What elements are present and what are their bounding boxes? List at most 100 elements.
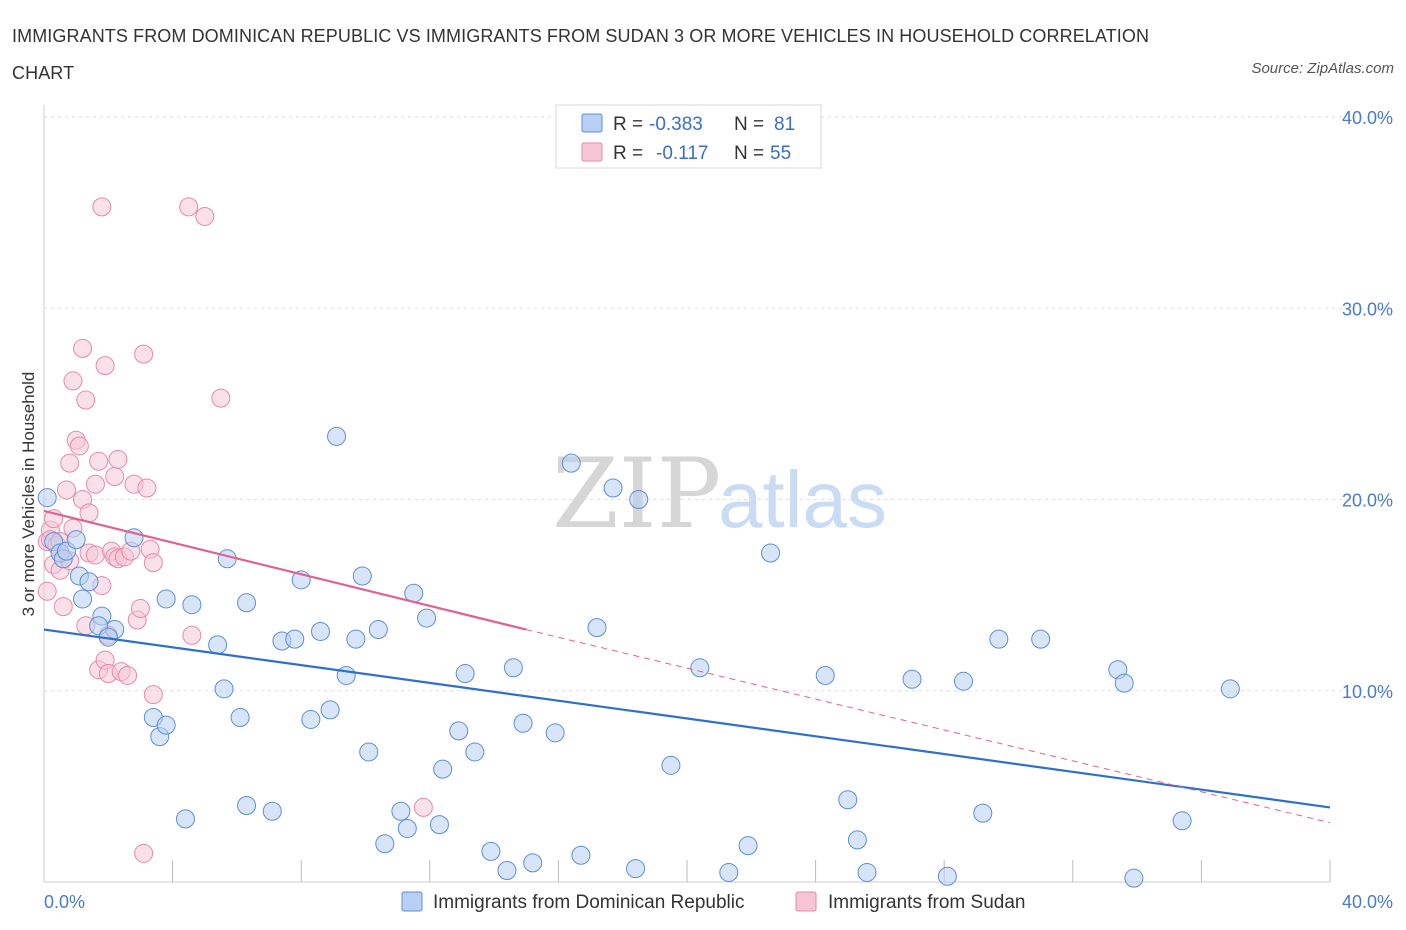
- legend-r-value-pink: -0.117: [656, 143, 708, 164]
- dominican-point: [156, 715, 176, 735]
- dominican-point: [1031, 629, 1051, 649]
- sudan-points: [37, 197, 433, 863]
- dominican-point: [953, 671, 973, 691]
- bottom-legend-label-pink: Immigrants from Sudan: [828, 892, 1025, 913]
- dominican-point: [989, 629, 1009, 649]
- dominican-point: [481, 841, 501, 861]
- legend-r-label-pink: R =: [613, 143, 643, 164]
- dominican-point: [208, 635, 228, 655]
- dominican-point: [182, 595, 202, 615]
- dominican-points: [37, 426, 1240, 888]
- dominican-point: [359, 742, 379, 762]
- sudan-point: [134, 843, 154, 863]
- dominican-point: [661, 755, 681, 775]
- dominican-point: [1124, 868, 1144, 888]
- dominican-point: [285, 629, 305, 649]
- sudan-point: [85, 474, 105, 494]
- dominican-point: [449, 721, 469, 741]
- dominican-point: [301, 709, 321, 729]
- dominican-point: [1220, 679, 1240, 699]
- sudan-point: [211, 388, 231, 408]
- dominican-point: [397, 818, 417, 838]
- legend-swatch-pink: [581, 142, 603, 162]
- dominican-point: [214, 679, 234, 699]
- dominican-point: [375, 834, 395, 854]
- dominican-point: [368, 620, 388, 640]
- dominican-point: [310, 621, 330, 641]
- dominican-point: [66, 530, 86, 550]
- dominican-point: [230, 708, 250, 728]
- sudan-point: [63, 371, 83, 391]
- dominican-point: [262, 801, 282, 821]
- sudan-point: [79, 503, 99, 523]
- dominican-point: [902, 669, 922, 689]
- sudan-point: [143, 553, 163, 573]
- sudan-point: [53, 597, 73, 617]
- dominican-point: [346, 629, 366, 649]
- dominican-point: [320, 700, 340, 720]
- dominican-point: [455, 664, 475, 684]
- legend-n-value-pink: 55: [770, 143, 791, 164]
- dominican-point: [626, 859, 646, 879]
- dominican-point: [237, 796, 257, 815]
- y-axis-label: 3 or more Vehicles in Household: [19, 372, 38, 617]
- dominican-point: [1114, 673, 1134, 693]
- dominican-point: [156, 589, 176, 609]
- dominican-point: [465, 742, 485, 762]
- y-tick-label: 40.0%: [1342, 108, 1393, 128]
- dominican-point: [429, 815, 449, 835]
- dominican-point: [513, 713, 533, 733]
- bottom-legend-swatch-pink: [795, 891, 817, 912]
- dominican-point: [847, 830, 867, 850]
- dominican-point: [561, 453, 581, 473]
- legend-r-value-blue: -0.383: [649, 114, 703, 135]
- sudan-point: [105, 467, 125, 487]
- sudan-point: [92, 197, 112, 217]
- sudan-point: [73, 338, 93, 358]
- dominican-point: [217, 549, 237, 569]
- sudan-point: [89, 451, 109, 471]
- dominican-point: [175, 809, 195, 829]
- source-label: Source: ZipAtlas.com: [1251, 60, 1394, 77]
- x-tick-label-min: 0.0%: [44, 892, 85, 912]
- sudan-point: [76, 390, 96, 410]
- dominican-point: [815, 665, 835, 685]
- chart-title: IMMIGRANTS FROM DOMINICAN REPUBLIC VS IM…: [12, 26, 1150, 83]
- dominican-point: [37, 488, 57, 508]
- series-legend: Immigrants from Dominican Republic Immig…: [401, 891, 1025, 913]
- sudan-point: [179, 197, 199, 217]
- x-tick-label-max: 40.0%: [1342, 892, 1393, 912]
- dominican-trend-line: [43, 628, 1331, 809]
- dominican-point: [587, 618, 607, 638]
- sudan-point: [95, 356, 115, 376]
- dominican-point: [719, 862, 739, 882]
- dominican-point: [433, 759, 453, 779]
- y-tick-label: 10.0%: [1342, 682, 1393, 702]
- dominican-point: [738, 836, 758, 856]
- dominican-point: [503, 658, 523, 678]
- sudan-point: [182, 625, 202, 645]
- sudan-point: [413, 797, 433, 817]
- dominican-point: [73, 589, 93, 609]
- sudan-point: [60, 453, 80, 473]
- dominican-point: [545, 723, 565, 743]
- stats-legend: R = -0.383 N = 81 R = -0.117 N = 55: [555, 104, 822, 169]
- dominican-point: [352, 566, 372, 586]
- dominican-point: [690, 658, 710, 678]
- dominican-point: [973, 803, 993, 823]
- trend-lines: [43, 509, 1331, 824]
- sudan-point: [69, 436, 89, 456]
- sudan-point: [143, 685, 163, 705]
- sudan-point: [118, 665, 138, 685]
- sudan-point: [85, 545, 105, 565]
- dominican-point: [761, 543, 781, 563]
- sudan-point: [57, 480, 77, 500]
- dominican-point: [391, 801, 411, 821]
- sudan-point: [37, 581, 57, 601]
- dominican-point: [417, 608, 437, 628]
- x-axis-ticks: [172, 860, 1331, 882]
- dominican-point: [571, 845, 591, 865]
- dominican-point: [838, 790, 858, 810]
- dominican-point: [237, 593, 257, 613]
